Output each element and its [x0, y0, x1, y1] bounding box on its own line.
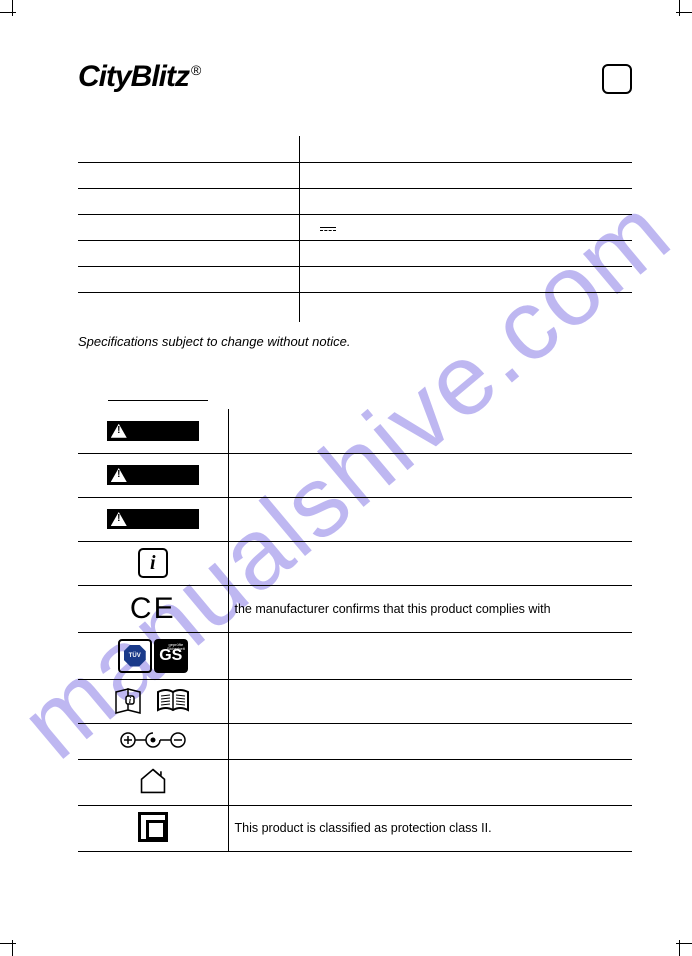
- symbol-desc: [228, 632, 632, 679]
- crop-mark: [12, 940, 13, 956]
- symbol-desc: [228, 409, 632, 453]
- symbol-desc: [228, 679, 632, 723]
- symbol-row: [78, 409, 632, 453]
- logo-text: CityBlitz: [78, 60, 189, 93]
- symbol-row: i: [78, 541, 632, 585]
- symbol-row: [78, 759, 632, 805]
- spec-row: [78, 214, 632, 240]
- symbols-section: i CE the manufacturer confirms that this…: [78, 383, 632, 852]
- crop-mark: [0, 12, 16, 13]
- symbol-desc: [228, 759, 632, 805]
- page-number-box: [602, 64, 632, 94]
- symbol-row: i: [78, 679, 632, 723]
- polarity-icon: [118, 739, 188, 753]
- symbols-table: i CE the manufacturer confirms that this…: [78, 409, 632, 852]
- symbol-desc: This product is classified as protection…: [228, 805, 632, 851]
- caution-icon: [107, 509, 199, 529]
- symbol-desc: the manufacturer confirms that this prod…: [228, 585, 632, 632]
- page-content: CityBlitz® Specifications subject to cha…: [78, 60, 632, 916]
- symbol-row: TÜV GSgeprüfteSicherheit: [78, 632, 632, 679]
- danger-icon: [107, 421, 199, 441]
- crop-mark: [679, 940, 680, 956]
- protection-class-2-icon: [138, 812, 168, 842]
- spec-row: [78, 240, 632, 266]
- symbol-desc: [228, 453, 632, 497]
- symbol-desc: [228, 723, 632, 759]
- spec-row: [78, 266, 632, 292]
- symbol-desc: [228, 541, 632, 585]
- crop-mark: [12, 0, 13, 16]
- crop-mark: [679, 0, 680, 16]
- specifications-note: Specifications subject to change without…: [78, 334, 632, 349]
- spec-row: [78, 136, 632, 162]
- brand-logo: CityBlitz®: [78, 60, 200, 94]
- symbols-header-rule: [108, 383, 208, 401]
- ce-mark-icon: CE: [130, 592, 176, 625]
- symbol-row: This product is classified as protection…: [78, 805, 632, 851]
- page-header: CityBlitz®: [78, 60, 632, 94]
- crop-mark: [0, 943, 16, 944]
- spec-row: [78, 188, 632, 214]
- registered-mark: ®: [191, 62, 200, 78]
- indoor-use-icon: [138, 785, 168, 799]
- read-manual-icon: i: [114, 686, 192, 714]
- symbol-row: [78, 497, 632, 541]
- specifications-table: [78, 136, 632, 322]
- symbol-desc: [228, 497, 632, 541]
- symbol-row: CE the manufacturer confirms that this p…: [78, 585, 632, 632]
- spec-row: [78, 292, 632, 322]
- tuv-gs-icon: TÜV GSgeprüfteSicherheit: [118, 639, 188, 673]
- spec-row: [78, 162, 632, 188]
- info-icon: i: [138, 548, 168, 578]
- symbol-row: [78, 723, 632, 759]
- warning-icon: [107, 465, 199, 485]
- symbol-row: [78, 453, 632, 497]
